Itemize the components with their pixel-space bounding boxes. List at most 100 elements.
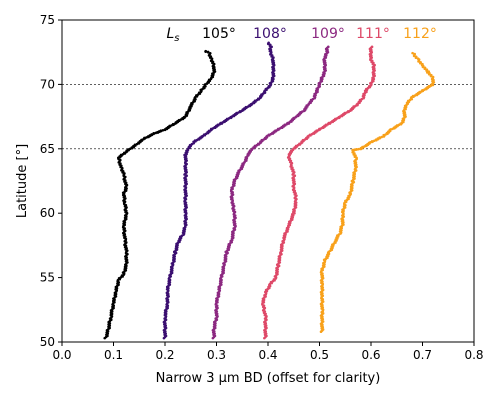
- data-point: [318, 127, 321, 131]
- data-point: [425, 68, 429, 71]
- data-point: [343, 111, 346, 115]
- data-point: [183, 153, 186, 157]
- data-point: [208, 51, 212, 55]
- data-point: [204, 49, 208, 53]
- data-point: [414, 55, 418, 59]
- x-axis-ticks: 0.0 0.1 0.2 0.3 0.4 0.5 0.6 0.7 0.8: [52, 342, 484, 362]
- data-point: [235, 111, 238, 115]
- legend-entry-1: 105°: [202, 26, 236, 42]
- data-point: [238, 110, 242, 113]
- data-point: [334, 117, 337, 121]
- data-point: [380, 135, 384, 139]
- x-tick-label: 0.0: [52, 348, 71, 362]
- data-point: [370, 139, 374, 143]
- data-point: [188, 106, 191, 109]
- data-point: [293, 174, 297, 178]
- series-3: [211, 45, 330, 340]
- data-point: [267, 41, 270, 45]
- y-axis-ticks: 50 55 60 65 70 75: [40, 13, 62, 349]
- data-point: [216, 123, 220, 127]
- data-point: [327, 121, 331, 125]
- data-point: [274, 129, 277, 132]
- x-tick-label: 0.4: [258, 348, 277, 362]
- data-point: [370, 45, 374, 49]
- x-tick-label: 0.5: [310, 348, 329, 362]
- data-point: [126, 148, 130, 151]
- y-tick-label: 50: [40, 335, 55, 349]
- data-point: [308, 133, 312, 137]
- x-axis-label: Narrow 3 µm BD (offset for clarity): [156, 371, 381, 386]
- data-point: [206, 50, 210, 54]
- data-point: [427, 84, 431, 88]
- data-point: [411, 94, 415, 98]
- legend-prefix: Ls: [166, 26, 179, 44]
- series-2: [162, 41, 276, 340]
- data-point: [185, 174, 188, 178]
- data-point: [143, 136, 146, 140]
- series-4: [261, 45, 376, 340]
- legend-entry-3: 109°: [311, 26, 345, 42]
- data-point: [423, 66, 427, 70]
- data-point: [174, 251, 178, 255]
- data-point: [140, 138, 143, 142]
- y-tick-label: 65: [40, 142, 55, 156]
- data-point: [378, 136, 381, 139]
- data-point: [276, 127, 280, 131]
- data-point: [416, 57, 420, 60]
- y-tick-label: 70: [40, 77, 55, 91]
- legend: Ls 105° 108° 109° 111° 112°: [166, 26, 436, 44]
- data-point: [419, 61, 422, 64]
- data-point: [159, 129, 163, 132]
- series-1: [103, 49, 217, 340]
- legend-entry-4: 111°: [356, 26, 390, 42]
- x-tick-label: 0.2: [155, 348, 174, 362]
- data-point: [429, 73, 433, 77]
- data-point: [352, 180, 356, 184]
- data-point: [161, 128, 165, 132]
- data-point: [150, 133, 153, 136]
- data-point: [268, 43, 272, 47]
- data-point: [418, 90, 421, 94]
- x-tick-label: 0.1: [104, 348, 123, 362]
- x-tick-label: 0.3: [207, 348, 226, 362]
- legend-entry-2: 108°: [253, 26, 287, 42]
- data-point: [226, 251, 229, 255]
- data-point: [290, 212, 294, 216]
- data-point: [361, 145, 364, 149]
- data-point: [193, 139, 197, 142]
- data-point: [267, 133, 271, 137]
- data-point: [177, 118, 181, 122]
- data-point: [421, 62, 424, 66]
- x-tick-label: 0.7: [413, 348, 432, 362]
- data-point: [395, 124, 399, 127]
- data-point: [421, 88, 424, 92]
- data-point: [277, 264, 281, 268]
- data-point: [324, 123, 328, 127]
- data-point: [209, 127, 213, 131]
- y-axis-label: Latitude [°]: [15, 144, 30, 218]
- y-tick-label: 60: [40, 206, 55, 220]
- data-point: [427, 70, 431, 73]
- data-point: [225, 117, 229, 121]
- y-tick-label: 75: [40, 13, 55, 27]
- data-point: [346, 110, 350, 113]
- series-layer: [103, 41, 436, 340]
- data-point: [389, 128, 392, 131]
- data-point: [413, 52, 417, 56]
- data-point: [171, 122, 175, 126]
- legend-entry-5: 112°: [403, 26, 437, 42]
- data-point: [431, 75, 435, 79]
- data-point: [315, 129, 318, 132]
- series-5: [319, 51, 436, 333]
- data-point: [357, 147, 360, 151]
- x-tick-label: 0.8: [464, 348, 483, 362]
- data-point: [411, 51, 414, 55]
- data-point: [283, 123, 287, 127]
- data-point: [152, 132, 155, 135]
- data-point: [168, 124, 171, 128]
- data-point: [219, 121, 222, 125]
- y-tick-label: 55: [40, 271, 55, 285]
- data-point: [355, 148, 358, 151]
